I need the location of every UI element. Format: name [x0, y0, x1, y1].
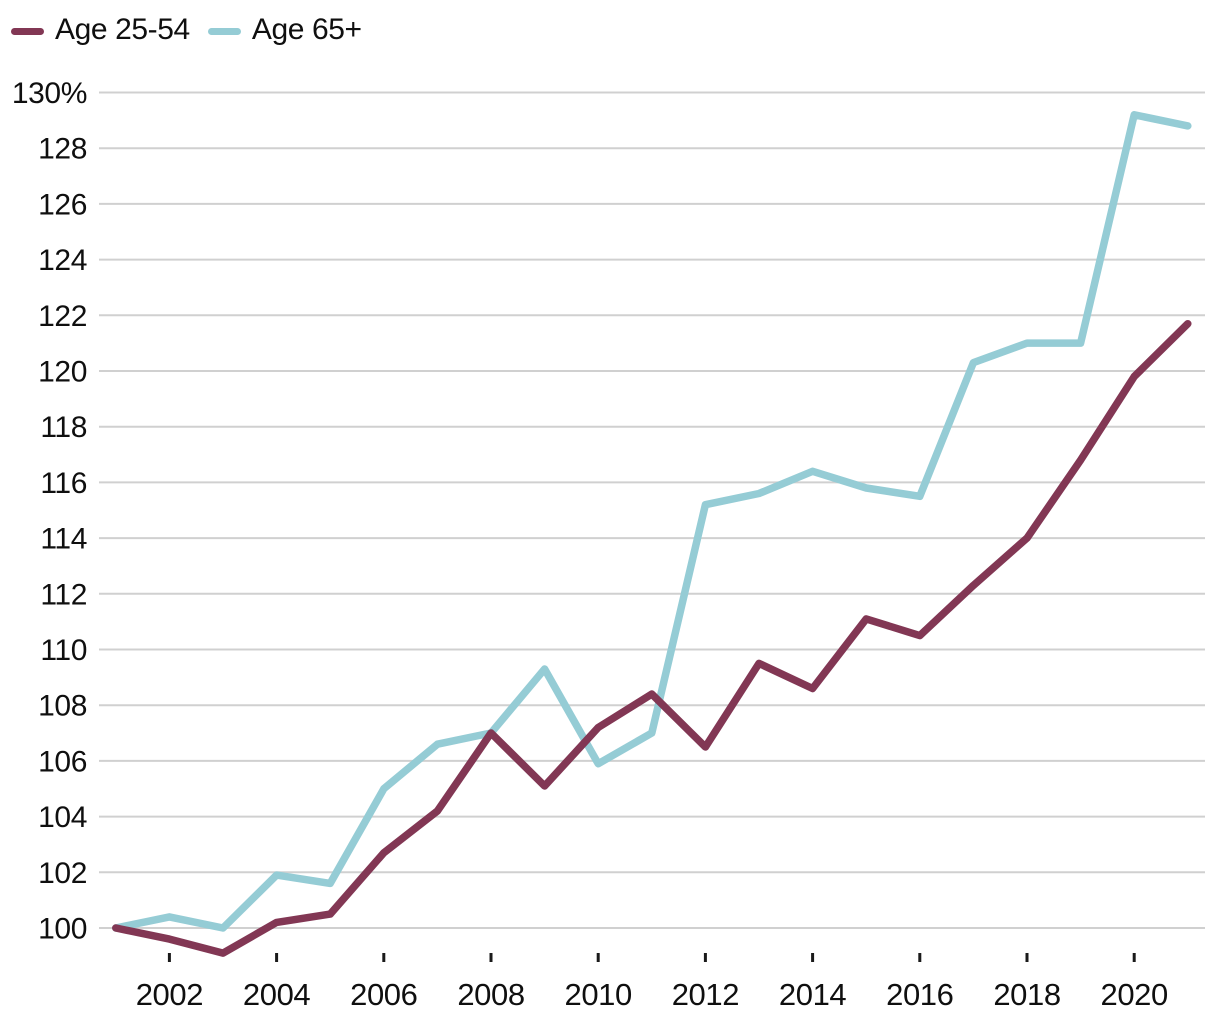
x-axis-ticks — [167, 953, 1136, 962]
x-axis-label: 2014 — [779, 977, 847, 1012]
y-axis-label: 128 — [38, 133, 87, 166]
x-axis-label: 2012 — [672, 977, 739, 1012]
legend-swatch-age-25-54 — [11, 28, 44, 35]
series-line-age-65- — [112, 111, 1192, 932]
y-axis-labels: 100 102 104 106 108 110 112 114 116 118 120 122 124 1… — [12, 77, 88, 946]
gridlines — [99, 91, 1205, 929]
chart-legend: Age 25-54 Age 65+ — [11, 13, 362, 47]
y-axis-label: 106 — [38, 745, 87, 778]
y-axis-label: 126 — [38, 188, 87, 221]
x-axis-labels: 2002 2004 2006 2008 2010 2012 2014 2016 2018 2020 — [136, 977, 1169, 1012]
y-axis-label: 100 — [38, 913, 87, 946]
x-axis-label: 2008 — [457, 977, 524, 1012]
x-axis-label: 2002 — [136, 977, 203, 1012]
legend-item-age-65-plus: Age 65+ — [207, 13, 362, 47]
x-axis-label: 2006 — [350, 977, 417, 1012]
y-axis-label: 110 — [40, 634, 87, 667]
y-axis-label: 104 — [38, 801, 87, 834]
y-axis-label: 130% — [12, 77, 87, 110]
legend-label-age-25-54: Age 25-54 — [55, 13, 190, 46]
y-axis-label: 112 — [40, 578, 87, 611]
y-axis-label: 116 — [40, 467, 87, 500]
legend-swatch-age-65-plus — [207, 28, 241, 35]
series-line-age-25-54 — [112, 319, 1192, 957]
x-axis-label: 2016 — [886, 977, 953, 1012]
x-axis-label: 2018 — [993, 977, 1060, 1012]
legend-item-age-25-54: Age 25-54 — [11, 13, 190, 47]
y-axis-label: 108 — [38, 690, 87, 723]
series-lines — [112, 111, 1192, 957]
x-axis-label: 2010 — [565, 977, 633, 1012]
y-axis-label: 124 — [38, 244, 87, 277]
x-axis-label: 2020 — [1101, 977, 1169, 1012]
y-axis-label: 118 — [40, 411, 87, 444]
x-axis-label: 2004 — [243, 977, 311, 1012]
y-axis-label: 102 — [38, 857, 87, 890]
y-axis-label: 122 — [38, 300, 87, 333]
y-axis-label: 114 — [40, 523, 87, 556]
legend-label-age-65-plus: Age 65+ — [251, 13, 362, 46]
y-axis-label: 120 — [38, 356, 87, 389]
